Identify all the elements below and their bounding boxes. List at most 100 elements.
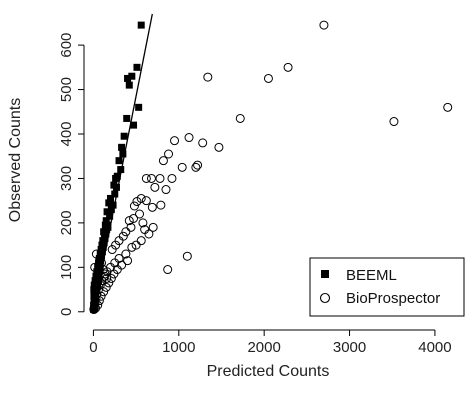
legend-marker-beeml <box>321 270 329 278</box>
point-bioprospector <box>283 62 293 72</box>
point-bioprospector <box>121 249 131 259</box>
legend-box <box>309 257 465 317</box>
x-tick-label: 0 <box>89 339 97 356</box>
point-bioprospector <box>319 20 329 30</box>
point-bioprospector <box>129 213 139 223</box>
y-tick-label: 500 <box>58 77 75 102</box>
point-beeml <box>103 226 111 234</box>
point-beeml <box>120 132 128 140</box>
point-beeml <box>99 243 107 251</box>
point-bioprospector <box>106 273 116 283</box>
point-beeml <box>112 183 120 191</box>
point-beeml <box>94 281 102 289</box>
point-bioprospector <box>147 202 157 212</box>
point-beeml <box>97 257 105 265</box>
point-bioprospector <box>170 136 180 146</box>
point-beeml <box>115 157 123 165</box>
point-beeml <box>130 121 138 129</box>
point-bioprospector <box>104 278 114 288</box>
point-bioprospector <box>148 222 158 232</box>
point-bioprospector <box>131 240 141 250</box>
point-bioprospector <box>129 201 139 211</box>
point-bioprospector <box>191 162 201 172</box>
point-bioprospector <box>155 173 165 183</box>
point-bioprospector <box>138 218 148 228</box>
point-beeml <box>90 301 98 309</box>
point-bioprospector <box>121 227 131 237</box>
x-tick-label: 4000 <box>418 339 451 356</box>
legend: BEEML BioProspector <box>309 257 465 317</box>
point-beeml <box>95 277 103 285</box>
legend-label-beeml: BEEML <box>346 267 397 284</box>
point-beeml <box>111 190 119 198</box>
point-beeml <box>133 63 141 71</box>
point-beeml <box>119 150 127 158</box>
point-bioprospector <box>184 133 194 143</box>
point-bioprospector <box>135 209 145 219</box>
y-tick-label: 200 <box>58 210 75 235</box>
point-bioprospector <box>101 282 111 292</box>
point-beeml <box>102 217 110 225</box>
y-axis-label: Observed Counts <box>7 98 24 223</box>
point-beeml <box>90 292 98 300</box>
point-bioprospector <box>156 200 166 210</box>
point-beeml <box>117 166 125 174</box>
point-bioprospector <box>123 256 133 266</box>
y-tick-label: 100 <box>58 255 75 280</box>
point-beeml <box>106 212 114 220</box>
point-beeml <box>101 234 109 242</box>
point-bioprospector <box>107 245 117 255</box>
points-group <box>89 20 453 315</box>
y-tick-label: 300 <box>58 166 75 191</box>
point-beeml <box>102 230 110 238</box>
point-bioprospector <box>150 182 160 192</box>
point-beeml <box>95 268 103 276</box>
point-bioprospector <box>136 236 146 246</box>
point-beeml <box>128 72 136 80</box>
point-beeml <box>107 206 115 214</box>
point-beeml <box>105 199 113 207</box>
point-bioprospector <box>158 156 168 166</box>
y-tick-label: 400 <box>58 121 75 146</box>
point-beeml <box>135 103 143 111</box>
point-beeml <box>106 194 114 202</box>
y-tick-label: 0 <box>58 308 75 316</box>
legend-marker-bioprospector <box>319 292 331 304</box>
legend-label-bioprospector: BioProspector <box>346 290 440 307</box>
point-bioprospector <box>117 260 127 270</box>
point-bioprospector <box>132 197 142 207</box>
point-bioprospector <box>198 138 208 148</box>
point-beeml <box>137 21 145 29</box>
point-bioprospector <box>167 173 177 183</box>
point-bioprospector <box>99 287 109 297</box>
point-bioprospector <box>124 216 134 226</box>
point-bioprospector <box>177 162 187 172</box>
point-bioprospector <box>214 142 224 152</box>
point-bioprospector <box>146 173 156 183</box>
point-bioprospector <box>141 173 151 183</box>
point-beeml <box>100 239 108 247</box>
x-tick-label: 3000 <box>333 339 366 356</box>
point-beeml <box>96 263 104 271</box>
point-beeml <box>118 143 126 151</box>
point-bioprospector <box>263 73 273 83</box>
point-bioprospector <box>141 196 151 206</box>
point-beeml <box>125 81 133 89</box>
x-tick-label: 1000 <box>162 339 195 356</box>
point-beeml <box>98 248 106 256</box>
point-bioprospector <box>443 102 453 112</box>
point-bioprospector <box>161 185 171 195</box>
point-bioprospector <box>164 149 174 159</box>
point-bioprospector <box>127 242 137 252</box>
point-beeml <box>112 174 120 182</box>
point-bioprospector <box>193 160 203 170</box>
point-beeml <box>90 306 98 314</box>
point-bioprospector <box>235 113 245 123</box>
point-bioprospector <box>389 117 399 127</box>
point-beeml <box>91 297 99 305</box>
point-beeml <box>124 74 132 82</box>
point-bioprospector <box>203 72 213 82</box>
point-bioprospector <box>182 251 192 261</box>
x-tick-label: 2000 <box>247 339 280 356</box>
